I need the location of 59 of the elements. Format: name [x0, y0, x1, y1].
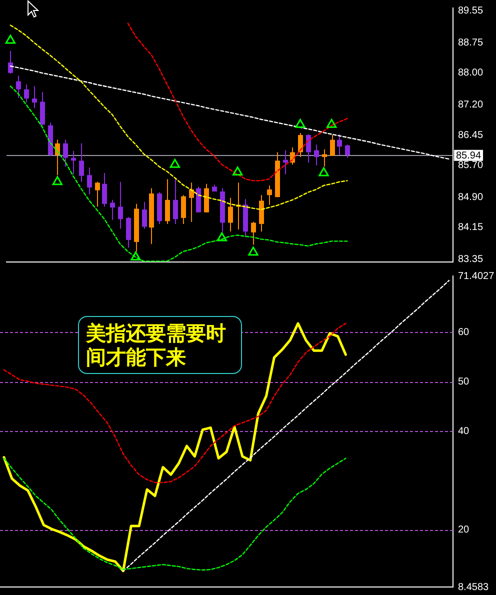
candlestick	[79, 142, 84, 182]
candlestick	[189, 182, 194, 222]
candlestick	[345, 144, 350, 158]
point	[170, 158, 180, 168]
candlestick	[142, 201, 147, 230]
point	[232, 166, 243, 176]
point	[216, 232, 227, 242]
candlestick	[322, 148, 327, 168]
candlestick	[173, 178, 178, 224]
y-tick-label: 86.45	[458, 130, 484, 141]
line-series	[3, 322, 346, 484]
candlestick	[181, 194, 186, 224]
candlestick	[165, 178, 170, 224]
y-tick-label: 8.4583	[458, 582, 490, 593]
candlestick	[306, 134, 311, 164]
candlestick	[251, 221, 256, 246]
candlestick	[267, 184, 272, 206]
line-series	[3, 458, 346, 571]
candlestick	[110, 199, 115, 220]
point	[326, 118, 337, 128]
y-tick-label: 40	[458, 426, 470, 437]
y-tick-label: 87.20	[458, 100, 484, 111]
point	[52, 176, 62, 186]
candlestick	[102, 172, 107, 208]
point	[5, 34, 16, 44]
point	[318, 167, 329, 176]
y-tick-label: 88.75	[458, 38, 484, 49]
annotation: 美指还要需要时间才能下来	[78, 316, 242, 374]
candlestick	[8, 50, 13, 74]
y-tick-label: 83.35	[458, 254, 484, 265]
candlestick	[63, 139, 68, 168]
candlestick	[126, 216, 131, 248]
y-tick-label: 84.15	[458, 222, 484, 233]
ref-line-label: 85.94	[456, 150, 482, 162]
candlestick	[330, 134, 335, 156]
candlestick	[228, 197, 233, 232]
candlestick	[87, 166, 92, 195]
y-tick-label: 60	[458, 327, 470, 338]
y-tick-label: 89.55	[458, 6, 484, 17]
y-tick-label: 50	[458, 376, 470, 388]
candlestick	[32, 86, 37, 109]
candlestick	[16, 75, 21, 98]
candlestick	[314, 144, 319, 166]
y-tick-label: 20	[458, 524, 470, 536]
y-tick-label: 84.90	[458, 192, 484, 203]
candlestick	[118, 181, 123, 230]
y-tick-label: 88.00	[458, 68, 484, 79]
candlestick	[40, 92, 45, 126]
line-series	[127, 22, 348, 182]
line-series	[10, 86, 348, 262]
candlestick	[24, 84, 29, 104]
point	[295, 118, 306, 128]
y-tick-label: 85.70	[458, 160, 484, 171]
candlestick	[337, 134, 342, 156]
candlestick	[95, 181, 100, 208]
candlestick	[259, 194, 264, 232]
point	[130, 251, 141, 260]
y-tick-label: 71.4027	[458, 270, 495, 282]
point	[248, 246, 258, 256]
